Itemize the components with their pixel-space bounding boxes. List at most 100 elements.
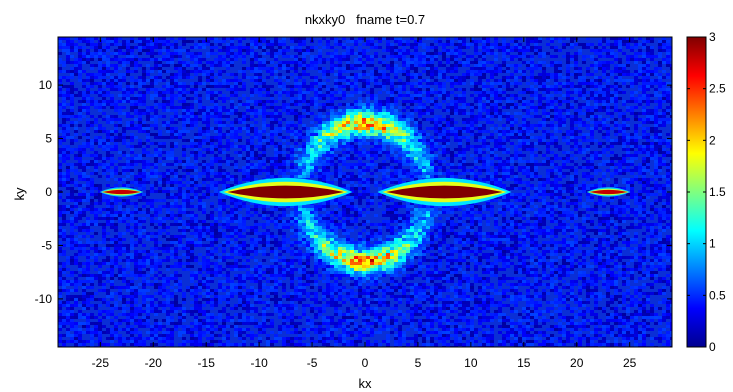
heatmap-cell bbox=[142, 166, 146, 169]
heatmap-cell bbox=[442, 70, 446, 73]
heatmap-cell bbox=[222, 85, 226, 88]
heatmap-cell bbox=[130, 79, 134, 82]
heatmap-cell bbox=[518, 154, 522, 157]
heatmap-cell bbox=[670, 103, 672, 106]
heatmap-cell bbox=[314, 91, 318, 94]
heatmap-cell bbox=[342, 109, 346, 112]
heatmap-cell bbox=[302, 73, 306, 76]
heatmap-cell bbox=[218, 61, 222, 64]
heatmap-cell bbox=[414, 70, 418, 73]
heatmap-cell bbox=[102, 46, 106, 49]
heatmap-cell bbox=[310, 160, 314, 163]
heatmap-cell bbox=[550, 133, 554, 136]
heatmap-cell bbox=[662, 160, 666, 163]
heatmap-cell bbox=[254, 37, 258, 40]
heatmap-cell bbox=[538, 103, 542, 106]
heatmap-cell bbox=[102, 157, 106, 160]
heatmap-cell bbox=[222, 160, 226, 163]
heatmap-cell bbox=[326, 100, 330, 103]
heatmap-cell bbox=[446, 91, 450, 94]
heatmap-cell bbox=[430, 88, 434, 91]
heatmap-cell bbox=[494, 73, 498, 76]
heatmap-cell bbox=[602, 79, 606, 82]
heatmap-cell bbox=[254, 109, 258, 112]
heatmap-cell bbox=[586, 43, 590, 46]
heatmap-cell bbox=[506, 67, 510, 70]
heatmap-cell bbox=[558, 115, 562, 118]
heatmap-cell bbox=[174, 49, 178, 52]
heatmap-cell bbox=[514, 145, 518, 148]
heatmap-cell bbox=[198, 61, 202, 64]
heatmap-cell bbox=[138, 172, 142, 175]
heatmap-cell bbox=[62, 85, 66, 88]
heatmap-cell bbox=[378, 70, 382, 73]
heatmap-cell bbox=[534, 40, 538, 43]
heatmap-cell bbox=[298, 148, 302, 151]
heatmap-cell bbox=[134, 154, 138, 157]
heatmap-cell bbox=[426, 67, 430, 70]
heatmap-cell bbox=[414, 58, 418, 61]
heatmap-cell bbox=[174, 163, 178, 166]
heatmap-cell bbox=[506, 157, 510, 160]
heatmap-cell bbox=[522, 55, 526, 58]
heatmap-cell bbox=[642, 151, 646, 154]
heatmap-cell bbox=[122, 58, 126, 61]
heatmap-cell bbox=[294, 49, 298, 52]
heatmap-cell bbox=[590, 154, 594, 157]
heatmap-cell bbox=[298, 136, 302, 139]
heatmap-cell bbox=[426, 154, 430, 157]
heatmap-cell bbox=[574, 130, 578, 133]
heatmap-cell bbox=[206, 109, 210, 112]
heatmap-cell bbox=[154, 82, 158, 85]
heatmap-cell bbox=[142, 76, 146, 79]
heatmap-cell bbox=[130, 76, 134, 79]
heatmap-cell bbox=[382, 64, 386, 67]
heatmap-cell bbox=[202, 160, 206, 163]
heatmap-cell bbox=[374, 157, 378, 160]
heatmap-cell bbox=[522, 127, 526, 130]
heatmap-cell bbox=[434, 52, 438, 55]
heatmap-cell bbox=[114, 88, 118, 91]
heatmap-cell bbox=[238, 97, 242, 100]
heatmap-cell bbox=[454, 97, 458, 100]
heatmap-cell bbox=[234, 106, 238, 109]
heatmap-cell bbox=[338, 172, 342, 175]
heatmap-cell bbox=[194, 151, 198, 154]
heatmap-cell bbox=[646, 88, 650, 91]
heatmap-cell bbox=[350, 40, 354, 43]
heatmap-cell bbox=[98, 163, 102, 166]
heatmap-cell bbox=[126, 115, 130, 118]
heatmap-cell bbox=[162, 70, 166, 73]
heatmap-cell bbox=[458, 160, 462, 163]
heatmap-cell bbox=[278, 154, 282, 157]
heatmap-cell bbox=[654, 151, 658, 154]
heatmap-cell bbox=[530, 55, 534, 58]
heatmap-cell bbox=[230, 112, 234, 115]
heatmap-cell bbox=[154, 52, 158, 55]
heatmap-cell bbox=[654, 115, 658, 118]
heatmap-cell bbox=[522, 115, 526, 118]
heatmap-cell bbox=[270, 52, 274, 55]
heatmap-cell bbox=[222, 55, 226, 58]
heatmap-cell bbox=[230, 46, 234, 49]
heatmap-cell bbox=[470, 103, 474, 106]
heatmap-cell bbox=[62, 127, 66, 130]
heatmap-cell bbox=[382, 130, 386, 133]
heatmap-cell bbox=[74, 127, 78, 130]
heatmap-cell bbox=[138, 58, 142, 61]
heatmap-cell bbox=[554, 64, 558, 67]
heatmap-cell bbox=[330, 145, 334, 148]
heatmap-cell bbox=[230, 136, 234, 139]
heatmap-cell bbox=[426, 94, 430, 97]
heatmap-cell bbox=[634, 82, 638, 85]
heatmap-cell bbox=[266, 124, 270, 127]
heatmap-cell bbox=[206, 85, 210, 88]
heatmap-cell bbox=[618, 61, 622, 64]
heatmap-cell bbox=[306, 88, 310, 91]
heatmap-cell bbox=[342, 142, 346, 145]
heatmap-cell bbox=[130, 169, 134, 172]
heatmap-cell bbox=[194, 55, 198, 58]
heatmap-cell bbox=[74, 139, 78, 142]
heatmap-cell bbox=[510, 76, 514, 79]
heatmap-cell bbox=[570, 148, 574, 151]
